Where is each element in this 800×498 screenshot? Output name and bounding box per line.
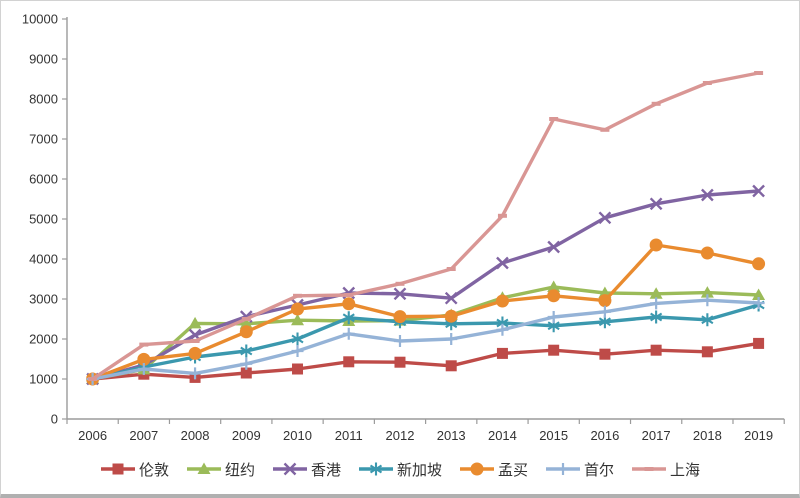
y-tick-label: 7000 xyxy=(29,132,58,147)
x-tick-label: 2016 xyxy=(590,428,619,443)
x-tick-label: 2007 xyxy=(129,428,158,443)
legend-marker-newyork-icon xyxy=(186,462,221,474)
legend-marker-london-icon xyxy=(100,463,135,475)
legend-marker-singapore-icon xyxy=(358,462,393,476)
x-tick-label: 2018 xyxy=(693,428,722,443)
y-tick-label: 9000 xyxy=(29,52,58,67)
y-tick-label: 3000 xyxy=(29,292,58,307)
legend-item-hongkong: 香港 xyxy=(272,459,341,480)
legend-label-singapore: 新加坡 xyxy=(396,461,442,479)
x-tick-label: 2015 xyxy=(539,428,568,443)
series-london-line xyxy=(92,341,759,381)
x-tick-label: 2008 xyxy=(181,428,210,443)
y-tick-label: 5000 xyxy=(29,212,58,227)
y-tick-label: 6000 xyxy=(29,172,58,187)
legend-item-newyork: 纽约 xyxy=(186,459,255,480)
legend-marker-shanghai-icon xyxy=(632,467,667,471)
legend-label-mumbai: 孟买 xyxy=(498,461,529,479)
x-tick-label: 2010 xyxy=(283,428,312,443)
legend-label-shanghai: 上海 xyxy=(670,461,701,479)
legend-label-newyork: 纽约 xyxy=(224,461,255,479)
legend-item-mumbai: 孟买 xyxy=(459,459,528,480)
legend-label-seoul: 首尔 xyxy=(584,461,615,479)
x-tick-label: 2012 xyxy=(386,428,415,443)
x-tick-label: 2006 xyxy=(78,428,107,443)
y-tick-label: 0 xyxy=(51,412,58,427)
series-singapore-line xyxy=(92,303,760,381)
y-tick-label: 10000 xyxy=(22,12,58,27)
x-tick-label: 2011 xyxy=(335,428,363,443)
legend-label-london: 伦敦 xyxy=(138,461,169,479)
x-tick-label: 2013 xyxy=(437,428,466,443)
series-hongkong-line xyxy=(92,189,759,381)
x-tick-label: 2017 xyxy=(642,428,671,443)
legend-item-seoul: 首尔 xyxy=(545,459,614,480)
legend-marker-mumbai-icon xyxy=(460,462,494,476)
line-chart: 0 1000 2000 3000 4000 5000 6000 7000 8000 9000 100… xyxy=(22,12,785,443)
series-shanghai-line xyxy=(91,71,759,381)
legend-item-singapore: 新加坡 xyxy=(358,459,442,480)
y-tick-label: 1000 xyxy=(29,372,58,387)
legend-item-london: 伦敦 xyxy=(100,459,169,480)
x-tick-label: 2019 xyxy=(744,428,773,443)
legend-label-hongkong: 香港 xyxy=(310,461,341,479)
series-shanghai xyxy=(88,71,764,381)
chart-legend: 伦敦 纽约 香港 新加坡 孟买 首尔 上海 xyxy=(1,449,799,489)
legend-item-shanghai: 上海 xyxy=(631,459,700,480)
x-tick-label: 2014 xyxy=(488,428,517,443)
legend-marker-hongkong-icon xyxy=(272,462,307,476)
y-tick-label: 2000 xyxy=(29,332,58,347)
y-tick-label: 8000 xyxy=(29,92,58,107)
y-tick-label: 4000 xyxy=(29,252,58,267)
legend-marker-seoul-icon xyxy=(546,463,581,475)
x-tick-label: 2009 xyxy=(232,428,261,443)
series-mumbai-line xyxy=(91,243,759,381)
series-seoul-line xyxy=(92,298,759,381)
series-london xyxy=(87,337,765,385)
